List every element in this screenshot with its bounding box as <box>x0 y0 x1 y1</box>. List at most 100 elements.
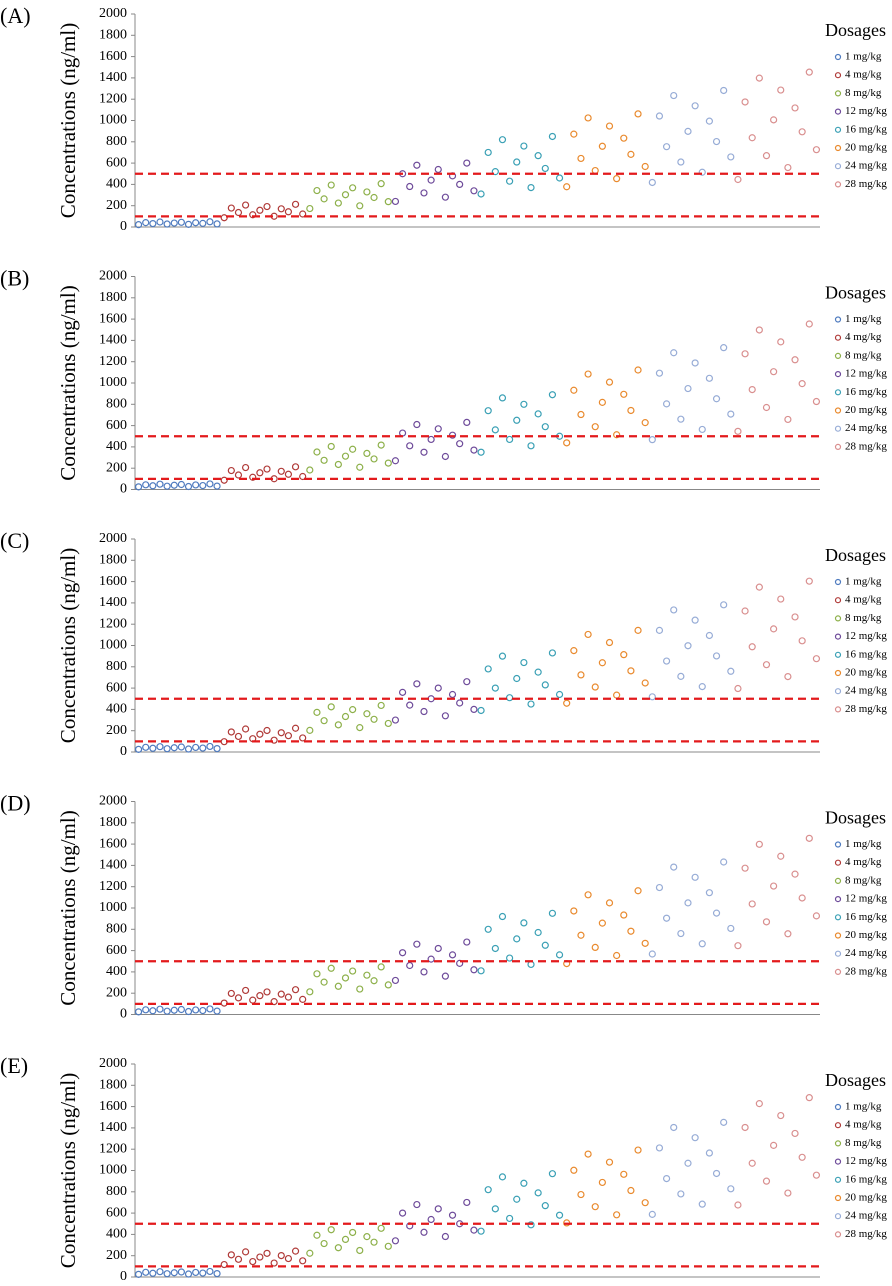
data-point <box>627 667 635 675</box>
data-point <box>327 703 335 711</box>
data-point <box>284 208 293 216</box>
legend-marker <box>834 352 842 359</box>
data-point <box>277 467 285 475</box>
data-point <box>291 463 300 471</box>
data-point <box>563 183 571 191</box>
data-point <box>291 1247 300 1255</box>
data-point <box>234 732 243 741</box>
data-point <box>199 481 207 490</box>
legend-label: 16 mg/kg <box>845 123 887 135</box>
data-point <box>720 858 728 866</box>
data-point <box>755 326 763 334</box>
data-point <box>770 882 778 890</box>
legend-label: 12 mg/kg <box>845 630 887 642</box>
data-point <box>655 1144 664 1152</box>
data-point <box>748 134 756 142</box>
data-point <box>684 1159 692 1167</box>
legend-label: 12 mg/kg <box>845 105 887 117</box>
data-point <box>406 442 414 450</box>
legend-label: 8 mg/kg <box>845 87 882 99</box>
data-point <box>334 199 342 207</box>
data-point <box>498 136 507 144</box>
data-point <box>320 1239 328 1248</box>
data-point <box>798 128 806 136</box>
data-point <box>513 416 521 424</box>
data-point <box>677 929 685 938</box>
data-point <box>705 374 714 382</box>
data-point <box>234 471 243 479</box>
data-point <box>491 684 499 692</box>
data-point <box>684 127 692 135</box>
data-point <box>598 142 606 150</box>
legend-label: 28 mg/kg <box>845 1228 887 1240</box>
data-point <box>377 441 385 449</box>
data-point <box>591 1203 599 1211</box>
legend-marker <box>834 950 842 957</box>
data-point <box>184 1007 193 1016</box>
data-point <box>570 1166 578 1174</box>
data-point <box>234 994 243 1002</box>
legend-label: 28 mg/kg <box>845 703 887 715</box>
data-point <box>470 446 478 454</box>
data-point <box>256 730 264 738</box>
data-point <box>370 193 378 202</box>
y-tick-label: 1200 <box>99 616 127 631</box>
legend-marker <box>834 389 842 396</box>
legend-label: 20 mg/kg <box>845 404 887 416</box>
data-point <box>427 955 435 963</box>
y-axis-label: Concentrations (ng/ml) <box>56 285 80 480</box>
legend-marker <box>834 126 842 133</box>
data-point <box>791 356 799 364</box>
data-point <box>356 1246 364 1255</box>
data-point <box>363 1233 371 1241</box>
data-point <box>391 716 400 724</box>
data-point <box>506 694 514 702</box>
data-point <box>670 349 678 357</box>
y-tick-label: 1000 <box>99 638 127 653</box>
data-point <box>484 148 492 157</box>
y-tick-label: 1600 <box>99 574 127 589</box>
data-point <box>534 1189 542 1197</box>
data-point <box>177 1005 185 1014</box>
legend-marker <box>834 688 842 695</box>
data-point <box>306 988 314 996</box>
data-point <box>227 1251 235 1259</box>
y-tick-label: 800 <box>106 922 127 937</box>
y-tick-label: 2000 <box>99 269 127 284</box>
data-point <box>241 201 250 209</box>
legend-label: 28 mg/kg <box>845 178 887 190</box>
legend-label: 1 mg/kg <box>845 51 882 63</box>
y-tick-label: 2000 <box>99 6 127 21</box>
data-point <box>213 1269 221 1278</box>
data-point <box>648 693 656 701</box>
data-point <box>805 1094 813 1102</box>
data-point <box>727 153 735 161</box>
data-point <box>249 211 257 219</box>
data-point <box>227 989 235 998</box>
data-point <box>655 112 664 120</box>
data-point <box>634 626 642 634</box>
data-point <box>541 681 549 689</box>
legend-title: Dosages <box>825 1070 886 1090</box>
legend-marker <box>834 443 842 450</box>
legend-marker <box>834 144 842 152</box>
legend-label: 24 mg/kg <box>845 685 887 697</box>
legend-label: 20 mg/kg <box>845 1192 887 1204</box>
data-point <box>284 732 293 740</box>
data-point <box>748 643 756 651</box>
data-point <box>741 1123 749 1132</box>
data-point <box>555 1211 564 1219</box>
data-point <box>156 743 164 751</box>
data-point <box>470 705 478 714</box>
data-point <box>498 1173 507 1181</box>
data-point <box>534 668 542 676</box>
data-point <box>584 114 592 122</box>
data-point <box>327 181 335 189</box>
data-point <box>605 899 614 907</box>
data-point <box>299 995 307 1003</box>
data-point <box>313 186 321 195</box>
data-point <box>263 1249 271 1257</box>
y-tick-label: 600 <box>106 943 127 958</box>
data-point <box>170 481 178 489</box>
data-point <box>605 1158 614 1166</box>
